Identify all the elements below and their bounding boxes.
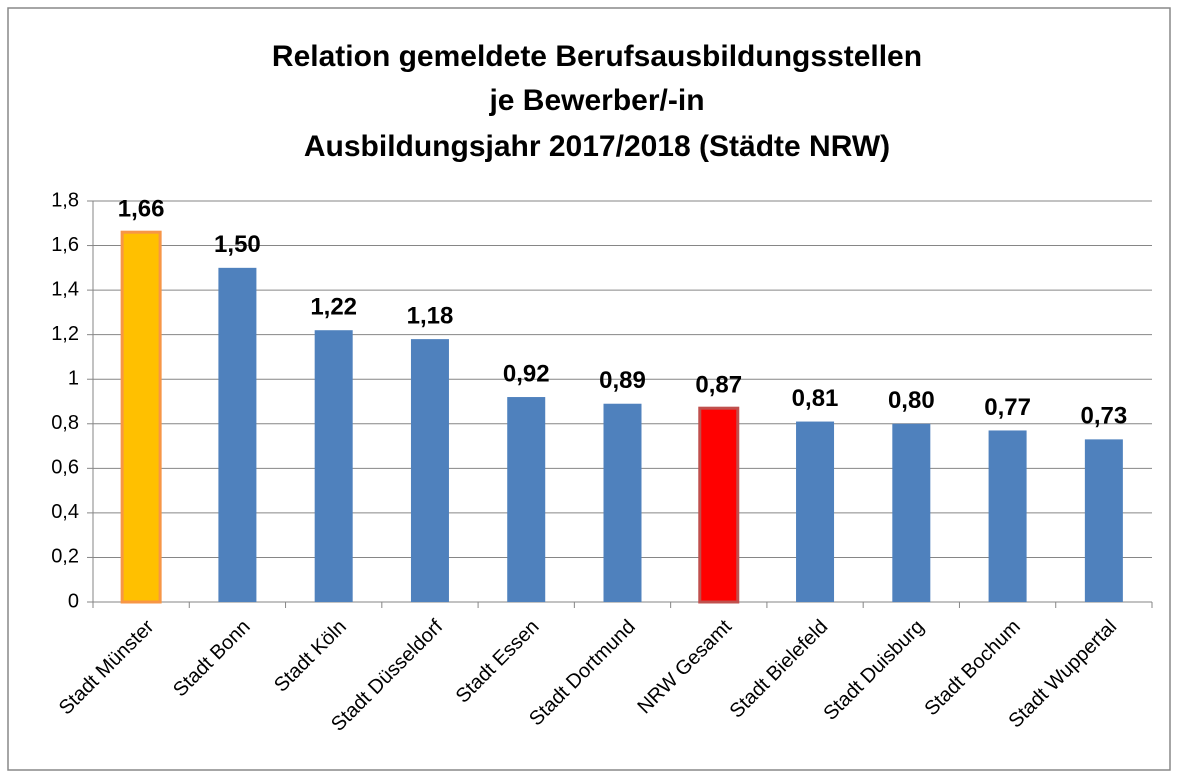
data-label: 0,80 xyxy=(888,387,935,414)
bar xyxy=(507,397,546,602)
bar xyxy=(410,339,449,602)
chart-title: je Bewerber/-in xyxy=(488,84,704,117)
data-label: 0,87 xyxy=(695,372,742,399)
bar xyxy=(1084,439,1123,602)
bar xyxy=(892,423,931,602)
y-tick-label: 1 xyxy=(68,368,79,390)
bar xyxy=(603,403,642,602)
bar xyxy=(218,267,257,602)
bar xyxy=(698,406,740,604)
data-label: 0,77 xyxy=(984,394,1031,421)
y-tick-label: 0,8 xyxy=(51,412,79,434)
bar xyxy=(314,330,353,602)
y-tick-label: 0,6 xyxy=(51,457,79,479)
data-label: 0,81 xyxy=(792,385,839,412)
bar xyxy=(796,421,835,602)
data-label: 1,22 xyxy=(310,294,357,321)
chart-title: Ausbildungsjahr 2017/2018 (Städte NRW) xyxy=(304,130,890,163)
y-tick-label: 1,6 xyxy=(51,234,79,256)
data-label: 1,50 xyxy=(214,231,261,258)
data-label: 0,92 xyxy=(503,360,550,387)
data-label: 0,73 xyxy=(1081,403,1128,430)
chart-title: Relation gemeldete Berufsausbildungsstel… xyxy=(272,40,922,73)
data-label: 1,66 xyxy=(118,196,165,223)
y-tick-label: 0 xyxy=(68,590,79,612)
y-tick-label: 0,4 xyxy=(51,501,79,523)
bar xyxy=(120,230,162,604)
chart-frame xyxy=(7,7,1171,771)
y-tick-label: 1,2 xyxy=(51,323,79,345)
y-tick-label: 1,4 xyxy=(51,278,79,300)
y-tick-label: 1,8 xyxy=(51,189,79,211)
data-label: 1,18 xyxy=(407,302,454,329)
y-tick-label: 0,2 xyxy=(51,546,79,568)
bar xyxy=(988,430,1027,602)
data-label: 0,89 xyxy=(599,367,646,394)
